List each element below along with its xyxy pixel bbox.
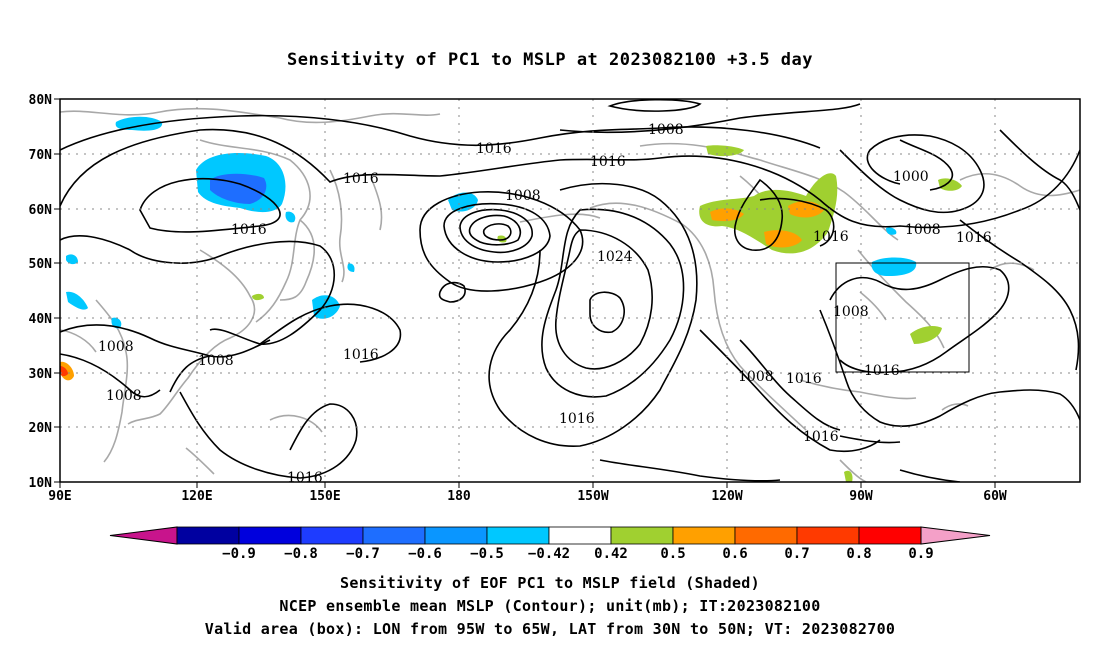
contour-label: 1016	[559, 411, 595, 427]
contour-label: 1016	[803, 429, 839, 445]
lon-label: 120W	[711, 489, 742, 504]
colorbar-swatch	[734, 526, 798, 545]
contour-label: 1008	[505, 188, 541, 204]
colorbar-label: 0.6	[722, 546, 747, 562]
colorbar: −0.9 −0.8 −0.7 −0.6 −0.5 −0.42 0.42 0.5 0.6 0.7 0.…	[109, 526, 991, 562]
colorbar-swatch	[796, 526, 860, 545]
lat-label: 30N	[29, 367, 53, 382]
lon-label: 180	[447, 489, 471, 504]
contour-label: 1016	[813, 229, 849, 245]
lat-label: 10N	[29, 476, 53, 491]
contour-label: 1008	[198, 353, 234, 369]
colorbar-swatch	[424, 526, 488, 545]
colorbar-swatch	[548, 526, 612, 545]
contour-label: 1024	[597, 249, 633, 265]
contour-label: 1016	[343, 171, 379, 187]
lon-label: 150W	[577, 489, 608, 504]
longitude-axis: 90E 120E 150E 180 150W 120W 90W 60W	[48, 482, 1007, 504]
colorbar-high-extension	[920, 526, 991, 545]
contour-label: 1016	[287, 470, 323, 486]
contour-label: 1008	[905, 222, 941, 238]
colorbar-label: 0.9	[908, 546, 933, 562]
colorbar-swatch	[176, 526, 240, 545]
contour-label: 1008	[98, 339, 134, 355]
lat-label: 50N	[29, 257, 53, 272]
contour-labels: 1008 1016 1016 1016 1016 1008 1024 1016 …	[98, 122, 992, 486]
lat-label: 60N	[29, 203, 53, 218]
colorbar-swatch	[238, 526, 302, 545]
colorbar-swatch	[610, 526, 674, 545]
colorbar-swatch	[486, 526, 550, 545]
contour-label: 1016	[590, 154, 626, 170]
lon-label: 120E	[181, 489, 212, 504]
latitude-axis: 80N 70N 60N 50N 40N 30N 20N 10N	[29, 93, 60, 491]
gridlines	[60, 99, 1080, 482]
contour-label: 1000	[893, 169, 929, 185]
contour-label: 1008	[738, 369, 774, 385]
colorbar-label: −0.5	[470, 546, 504, 562]
lon-label: 90E	[48, 489, 71, 504]
plot-frame	[59, 98, 1081, 483]
lon-label: 90W	[849, 489, 873, 504]
colorbar-swatch	[672, 526, 736, 545]
contour-label: 1008	[106, 388, 142, 404]
caption-contour: NCEP ensemble mean MSLP (Contour); unit(…	[279, 597, 821, 615]
caption-valid-area: Valid area (box): LON from 95W to 65W, L…	[204, 620, 896, 638]
lat-label: 40N	[29, 312, 53, 327]
colorbar-low-extension	[109, 526, 178, 545]
contour-label: 1008	[833, 304, 869, 320]
colorbar-swatch	[858, 526, 922, 545]
mslp-contours	[60, 99, 1080, 482]
colorbar-label: −0.9	[222, 546, 256, 562]
contour-label: 1016	[864, 363, 900, 379]
colorbar-label: −0.7	[346, 546, 380, 562]
colorbar-swatch	[300, 526, 364, 545]
lat-label: 20N	[29, 421, 53, 436]
colorbar-label: 0.8	[846, 546, 871, 562]
lon-label: 60W	[983, 489, 1007, 504]
valid-area-box	[835, 262, 970, 373]
colorbar-label: 0.5	[660, 546, 685, 562]
colorbar-swatch	[362, 526, 426, 545]
colorbar-label: 0.42	[594, 546, 628, 562]
contour-label: 1016	[956, 230, 992, 246]
contour-label: 1008	[648, 122, 684, 138]
sensitivity-shading	[60, 116, 962, 482]
contour-label: 1016	[231, 222, 267, 238]
colorbar-label: −0.6	[408, 546, 442, 562]
caption-shading: Sensitivity of EOF PC1 to MSLP field (Sh…	[340, 574, 760, 592]
colorbar-label: 0.7	[784, 546, 809, 562]
lat-label: 80N	[29, 93, 53, 108]
contour-label: 1016	[476, 141, 512, 157]
lon-label: 150E	[309, 489, 340, 504]
lat-label: 70N	[29, 148, 53, 163]
map-title: Sensitivity of PC1 to MSLP at 2023082100…	[286, 50, 813, 70]
contour-label: 1016	[343, 347, 379, 363]
colorbar-label: −0.8	[284, 546, 318, 562]
colorbar-label: −0.42	[528, 546, 570, 562]
contour-label: 1016	[786, 371, 822, 387]
